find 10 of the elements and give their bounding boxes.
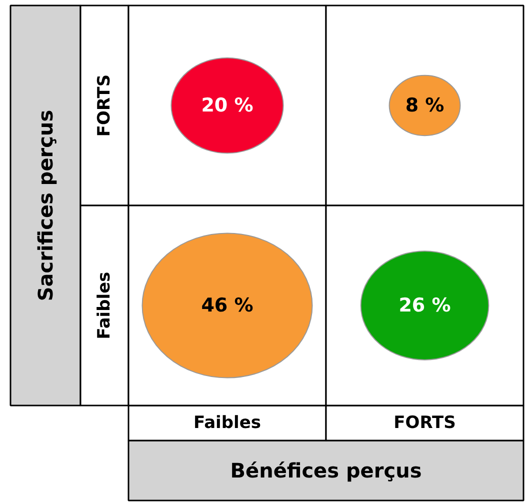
category-label: Faibles xyxy=(94,272,114,340)
category-label: Faibles xyxy=(193,413,262,433)
category-label: FORTS xyxy=(94,74,114,137)
data-label: 26 % xyxy=(398,294,451,316)
text: Sacrifices perçus xyxy=(34,110,58,302)
data-label: 8 % xyxy=(405,94,444,116)
text: Bénéfices perçus xyxy=(230,458,422,482)
data-label: 46 % xyxy=(201,294,254,316)
category-label: FORTS xyxy=(394,413,456,433)
data-label: 20 % xyxy=(201,94,254,116)
